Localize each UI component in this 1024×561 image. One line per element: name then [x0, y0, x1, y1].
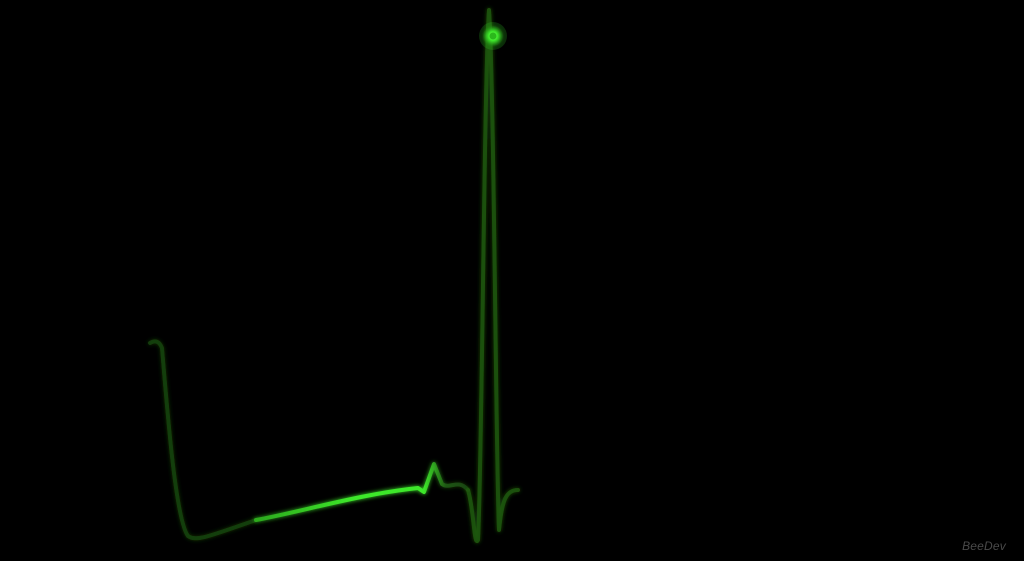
trace-tail	[148, 339, 258, 541]
watermark-text: BeeDev	[962, 539, 1006, 553]
trace-spike	[466, 8, 520, 544]
trace-baseline	[254, 462, 470, 522]
glowing-dot-icon	[479, 22, 507, 50]
